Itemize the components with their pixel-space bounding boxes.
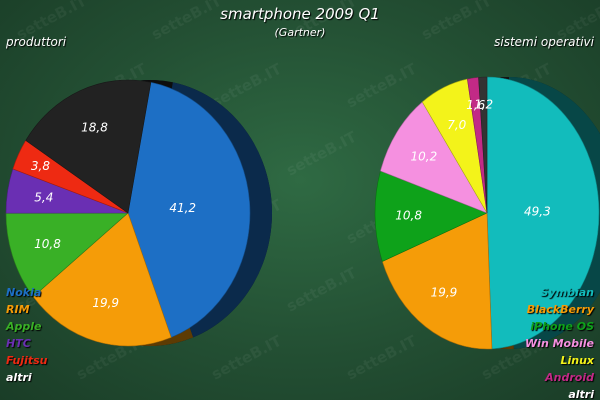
value-label-android: 1,6 xyxy=(466,98,485,112)
pie-slice-nokia xyxy=(127,81,251,338)
value-label-altri: 18,8 xyxy=(81,120,108,134)
legend-item-win-mobile: Win Mobile xyxy=(525,337,594,350)
legend-item-linux: Linux xyxy=(560,354,594,367)
watermark-text: setteB.IT xyxy=(283,127,360,179)
legend-item-apple: Apple xyxy=(6,320,42,333)
watermark-text: setteB.IT xyxy=(208,59,285,111)
pie-slice-iphone-os xyxy=(374,170,488,262)
legend-item-symbian: Symbian xyxy=(540,286,594,299)
pie-slice-blackberry xyxy=(381,212,493,350)
value-label-win-mobile: 10,2 xyxy=(411,150,438,164)
legend-item-android: Android xyxy=(545,371,594,384)
chart-title: smartphone 2009 Q1 xyxy=(220,5,380,23)
pie-slice-altri xyxy=(478,76,488,214)
pie-title-produttori: produttori xyxy=(6,35,67,49)
value-label-blackberry: 19,9 xyxy=(431,286,458,300)
legend-item-altri: altri xyxy=(6,371,32,384)
pie-produttori: 41,2 19,9 10,8 5,4 3,8 18,8 xyxy=(5,79,272,347)
value-label-nokia: 41,2 xyxy=(169,201,196,215)
pie-slice-win-mobile xyxy=(380,101,488,214)
value-label-symbian: 49,3 xyxy=(524,205,551,219)
chart-subtitle: (Gartner) xyxy=(274,26,326,39)
value-label-htc: 5,4 xyxy=(34,190,53,204)
watermark-text: setteB.IT xyxy=(343,59,420,111)
pie-slice-symbian xyxy=(486,76,600,350)
pie-title-sistemi-operativi: sistemi operativi xyxy=(494,35,594,49)
legend-item-altri: altri xyxy=(568,388,594,400)
value-label-apple: 10,8 xyxy=(34,237,61,251)
watermark-text: setteB.IT xyxy=(208,331,285,383)
legend-item-htc: HTC xyxy=(6,337,31,350)
pie-slice-apple xyxy=(5,212,129,298)
value-label-altri: 1,2 xyxy=(474,97,493,111)
pie-slice-rim xyxy=(32,212,172,347)
value-label-iphone-os: 10,8 xyxy=(395,208,422,222)
legend-sistemi-operativi: Symbian BlackBerry iPhone OS Win Mobile … xyxy=(525,284,594,400)
value-label-linux: 7,0 xyxy=(447,118,466,132)
value-label-fujitsu: 3,8 xyxy=(31,159,50,173)
pie-sistemi-operativi: 49,3 19,9 10,8 10,2 7,01,61,2 xyxy=(374,76,600,350)
value-label-rim: 19,9 xyxy=(92,296,119,310)
legend-produttori: Nokia RIM Apple HTC Fujitsu altri xyxy=(6,284,47,386)
legend-item-blackberry: BlackBerry xyxy=(526,303,594,316)
pie-slice-altri xyxy=(25,79,152,214)
legend-item-rim: RIM xyxy=(6,303,30,316)
legend-item-nokia: Nokia xyxy=(6,286,42,299)
legend-item-fujitsu: Fujitsu xyxy=(6,354,48,367)
watermark-text: setteB.IT xyxy=(283,263,360,315)
legend-item-iphone-os: iPhone OS xyxy=(530,320,594,333)
watermark-text: setteB.IT xyxy=(343,331,420,383)
